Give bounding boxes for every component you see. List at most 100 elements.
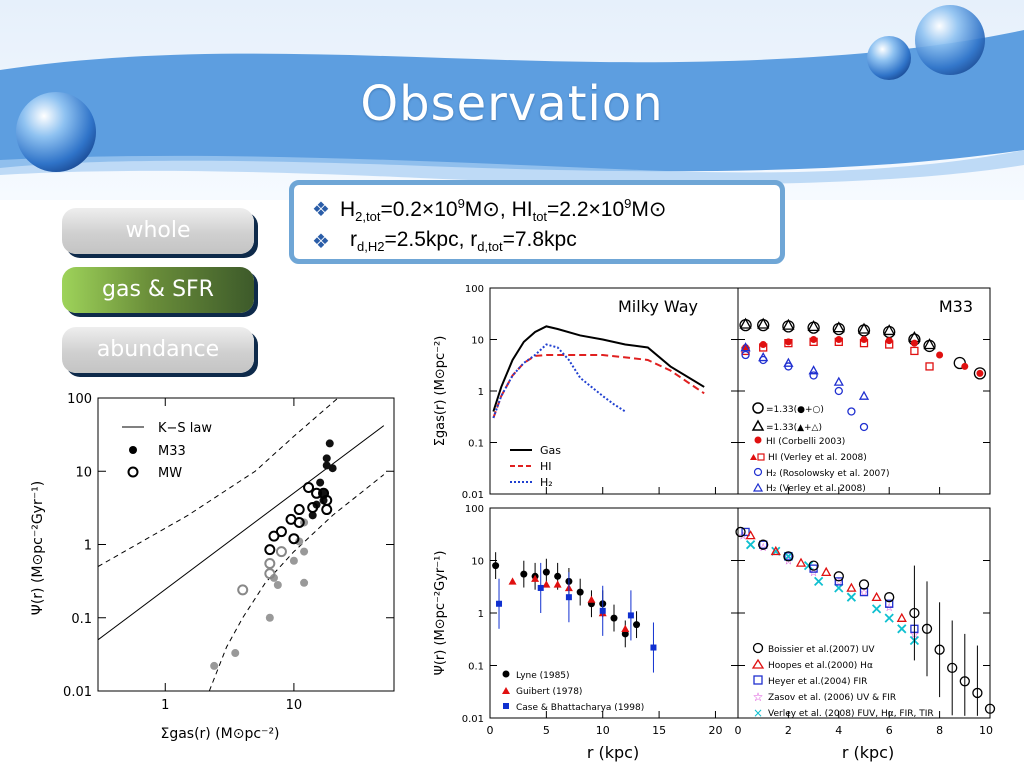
m33-hi-corbelli <box>810 336 818 343</box>
panel-label-m33: M33 <box>939 297 973 316</box>
zasov-point: ☆ <box>859 586 869 599</box>
lyne-point <box>633 621 641 629</box>
orb-right-small <box>867 36 911 80</box>
m33-h2-verley <box>740 342 751 352</box>
boissier-point <box>934 644 945 655</box>
legend-gas: Gas <box>540 444 561 457</box>
r1-value: =2.5kpc, <box>384 228 471 251</box>
r2-label: r <box>470 228 478 251</box>
m33-point <box>322 461 331 470</box>
boissier-point <box>858 579 870 590</box>
guibert-point <box>542 580 551 588</box>
nav-button-abundance[interactable]: abundance <box>62 327 254 373</box>
legend-m33-total-triangle: =1.33(▲+△) <box>766 423 822 433</box>
cross-marker-icon: × <box>753 706 763 720</box>
m33-xtick-label: 8 <box>936 724 943 737</box>
mw-point <box>293 516 305 528</box>
m33-h2-verley <box>783 357 794 367</box>
mw-xlabel: r (kpc) <box>587 743 639 762</box>
mw-point <box>237 584 249 596</box>
m33-h2-rosolowsky <box>834 386 843 396</box>
guibert-point <box>621 624 630 633</box>
h2-value: =0.2×10 <box>380 198 458 221</box>
m33-hi-verley <box>859 338 869 348</box>
verley-sfr-point <box>897 624 907 634</box>
r2-sub: d,tot <box>477 239 503 255</box>
sfr-ytick-label: 0.1 <box>468 662 484 673</box>
verley-sfr-point <box>846 592 857 602</box>
info-line-scale: rd,H2=2.5kpc, rd,tot=7.8kpc <box>350 228 577 254</box>
r1-label: r <box>350 228 357 251</box>
legend-verley-sfr: Verley et al. (2008) FUV, Hα, FIR, TIR <box>768 709 934 719</box>
legend-m33: M33 <box>158 444 186 459</box>
mw-point <box>321 504 333 516</box>
m33-point <box>316 478 325 487</box>
lyne-point <box>610 614 618 622</box>
m33-h2-rosolowsky <box>859 422 869 432</box>
orb-right-large <box>915 5 985 75</box>
verley-sfr-point <box>871 604 882 614</box>
m33-point <box>273 580 282 589</box>
m33-hi-verley <box>809 337 818 347</box>
legend-hi: HI <box>540 460 552 473</box>
legend-h2-verley: H₂ (Verley et al. 2008) <box>766 484 866 494</box>
m33-hi-verley <box>885 340 894 349</box>
m33-xtick-label: 0 <box>735 724 742 737</box>
hi-unit: M⊙ <box>631 198 667 221</box>
mw-gas-legend: Gas HI H₂ <box>510 444 561 489</box>
sfr-ytick-label: 0.01 <box>462 714 484 725</box>
m33-hi-corbelli <box>835 336 843 343</box>
mw-point <box>307 501 319 513</box>
r2-value: =7.8kpc <box>502 228 577 251</box>
boissier-point <box>833 571 844 582</box>
ks-law-line <box>97 425 385 641</box>
verley-sfr-point <box>783 551 794 561</box>
gas-ytick-label: 10 <box>471 336 484 347</box>
gas-ylabel: Σgas(r) (M⊙pc⁻²) <box>433 336 448 447</box>
header-background <box>0 0 1024 200</box>
mw-point <box>275 546 287 558</box>
legend-lyne: Lyne (1985) <box>516 671 570 681</box>
case-point <box>599 607 606 614</box>
m33-point <box>295 537 304 546</box>
sfr-ytick-label: 100 <box>465 504 484 515</box>
boissier-point <box>947 662 958 674</box>
verley-sfr-point <box>884 613 894 623</box>
hi-sub: tot <box>532 209 548 225</box>
heyer-point <box>885 599 894 608</box>
mw-xtick-label: 10 <box>596 724 610 737</box>
ks-law-plot: 100 10 1 0.1 0.01 1 10 K−S law M33 MW Σgas(r)… <box>30 392 395 742</box>
boissier-point <box>783 551 794 562</box>
mw-point <box>264 568 276 580</box>
h2-label: H <box>340 198 356 221</box>
m33-h2-rosolowsky <box>809 371 818 380</box>
mw-gas-line <box>492 325 705 412</box>
m33-h2-verley <box>808 365 819 375</box>
case-point <box>650 644 657 651</box>
ks-ytick-label: 100 <box>67 392 92 407</box>
m33-hi-verley <box>759 343 768 352</box>
m33-point <box>231 649 240 658</box>
legend-hi-corbelli: HI (Corbelli 2003) <box>766 437 845 447</box>
boissier-point <box>758 539 769 550</box>
star-marker-icon: ☆ <box>753 690 764 704</box>
info-line-mass: H2,tot=0.2×109M⊙, HItot=2.2×109M⊙ <box>340 196 666 224</box>
mw-h2-line <box>492 343 626 419</box>
m33-gas-legend: =1.33(●+○) =1.33(▲+△) HI (Corbelli 2003)… <box>750 402 890 494</box>
lyne-point <box>542 568 550 576</box>
m33-h2-rosolowsky <box>847 407 856 416</box>
m33-hi-verley <box>784 338 793 348</box>
heyer-point <box>741 527 750 537</box>
m33-xtick-label: 4 <box>835 724 842 737</box>
nav-button-whole[interactable]: whole <box>62 208 254 254</box>
m33-xtick-label: 6 <box>886 724 893 737</box>
nav-button-gas-sfr[interactable]: gas & SFR <box>62 267 254 313</box>
m33-hi-corbelli <box>976 369 984 377</box>
panel-label-milky-way: Milky Way <box>618 297 698 316</box>
hoopes-point <box>821 566 832 576</box>
m33-xlabel: r (kpc) <box>842 743 894 762</box>
mw-point <box>288 533 300 545</box>
m33-h2-verley <box>858 390 870 400</box>
boissier-point <box>909 607 920 619</box>
